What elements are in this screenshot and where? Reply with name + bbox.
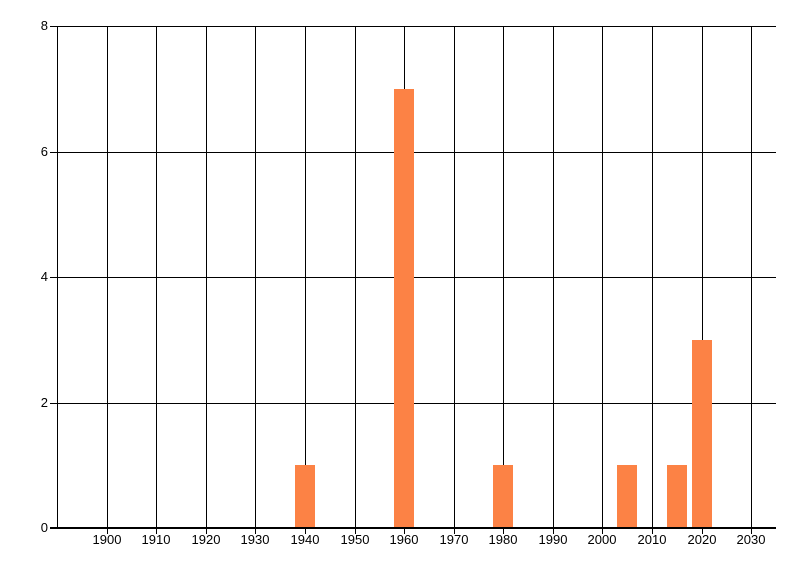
x-axis-tick (156, 529, 157, 534)
x-tick-label: 1940 (290, 532, 320, 547)
bar (295, 465, 315, 528)
x-axis-tick (553, 529, 554, 534)
v-gridline (255, 26, 256, 528)
v-gridline (206, 26, 207, 528)
y-tick-label: 4 (40, 269, 48, 284)
x-tick-label: 1920 (191, 532, 221, 547)
bar (493, 465, 513, 528)
x-axis-tick (503, 529, 504, 534)
h-gridline (57, 26, 776, 27)
y-axis-tick (50, 403, 57, 404)
v-gridline (702, 26, 703, 528)
y-tick-label: 0 (40, 520, 48, 535)
v-gridline (751, 26, 752, 528)
x-tick-label: 2000 (587, 532, 617, 547)
v-gridline (156, 26, 157, 528)
y-axis-tick (50, 26, 57, 27)
bar (692, 340, 712, 528)
v-gridline (602, 26, 603, 528)
x-tick-label: 1990 (538, 532, 568, 547)
y-axis-line (57, 26, 58, 528)
h-gridline (57, 403, 776, 404)
h-gridline (57, 277, 776, 278)
x-tick-label: 2030 (736, 532, 766, 547)
v-gridline (454, 26, 455, 528)
y-axis-tick (50, 152, 57, 153)
x-axis-tick (652, 529, 653, 534)
h-gridline (57, 152, 776, 153)
x-axis-line (50, 527, 776, 529)
v-gridline (355, 26, 356, 528)
v-gridline (553, 26, 554, 528)
x-tick-label: 1960 (389, 532, 419, 547)
x-axis-tick (702, 529, 703, 534)
x-axis-tick (602, 529, 603, 534)
x-tick-label: 2010 (637, 532, 667, 547)
y-tick-label: 8 (40, 18, 48, 33)
x-axis-tick (255, 529, 256, 534)
x-tick-label: 1970 (439, 532, 469, 547)
v-gridline (107, 26, 108, 528)
x-axis-tick (206, 529, 207, 534)
x-tick-label: 1980 (488, 532, 518, 547)
x-tick-label: 1950 (340, 532, 370, 547)
x-axis-tick (454, 529, 455, 534)
bar (667, 465, 687, 528)
v-gridline (305, 26, 306, 528)
x-tick-label: 1900 (92, 532, 122, 547)
x-axis-tick (404, 529, 405, 534)
bar (394, 89, 414, 528)
y-tick-label: 6 (40, 144, 48, 159)
y-axis-tick (50, 277, 57, 278)
x-tick-label: 1910 (141, 532, 171, 547)
v-gridline (503, 26, 504, 528)
y-tick-label: 2 (40, 395, 48, 410)
x-axis-tick (305, 529, 306, 534)
x-axis-tick (355, 529, 356, 534)
v-gridline (652, 26, 653, 528)
x-axis-tick (751, 529, 752, 534)
x-axis-tick (107, 529, 108, 534)
x-tick-label: 2020 (687, 532, 717, 547)
x-tick-label: 1930 (240, 532, 270, 547)
bar (617, 465, 637, 528)
